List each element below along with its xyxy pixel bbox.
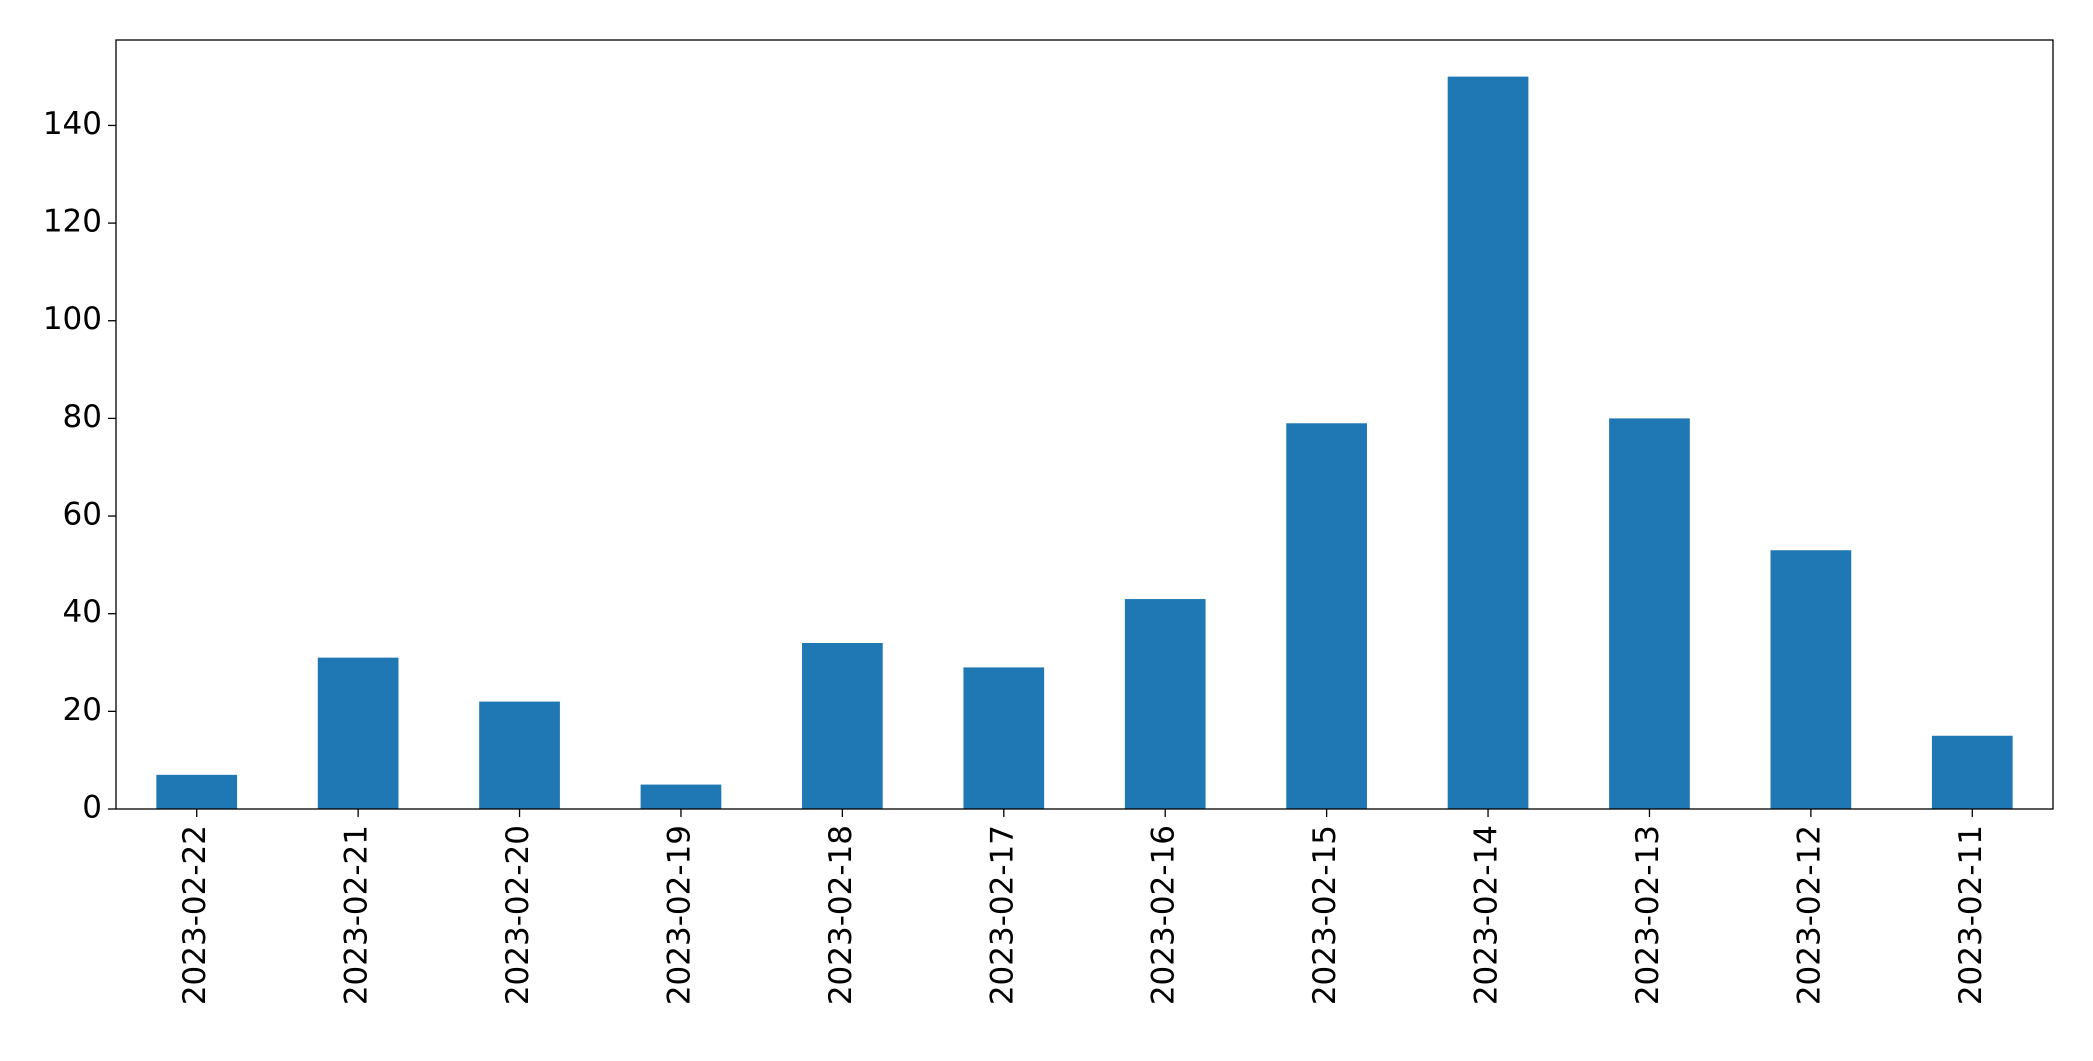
x-tick-label: 2023-02-18 (823, 825, 859, 1005)
x-tick-label: 2023-02-12 (1791, 825, 1827, 1005)
y-tick-label: 120 (43, 204, 102, 240)
bar (1286, 423, 1367, 809)
bar (802, 642, 883, 809)
x-tick-label: 2023-02-11 (1953, 825, 1989, 1005)
y-tick-label: 40 (63, 594, 102, 630)
x-tick-label: 2023-02-15 (1307, 825, 1343, 1005)
bar (1770, 550, 1852, 809)
x-tick-label: 2023-02-17 (984, 825, 1020, 1005)
bar (479, 701, 560, 809)
x-tick-label: 2023-02-16 (1146, 825, 1182, 1005)
y-tick-label: 80 (63, 399, 102, 435)
bar (1124, 599, 1206, 809)
bar (1609, 418, 1690, 809)
x-tick-label: 2023-02-22 (177, 825, 213, 1005)
y-tick-label: 20 (63, 692, 102, 728)
x-tick-label: 2023-02-20 (500, 825, 536, 1005)
x-tick-label: 2023-02-21 (339, 825, 375, 1005)
plot-frame (115, 39, 2054, 810)
bar (156, 774, 238, 809)
bar (317, 657, 399, 809)
x-tick-label: 2023-02-19 (661, 825, 697, 1005)
x-tick-label: 2023-02-13 (1630, 825, 1666, 1005)
y-tick-label: 100 (43, 301, 102, 337)
y-tick-label: 140 (43, 106, 102, 142)
bar (1931, 735, 2013, 809)
x-tick-label: 2023-02-14 (1469, 825, 1505, 1005)
bar (640, 784, 722, 809)
bar (963, 667, 1045, 809)
y-tick-label: 0 (82, 790, 102, 826)
bar (1447, 76, 1529, 810)
y-tick-label: 60 (63, 497, 102, 533)
